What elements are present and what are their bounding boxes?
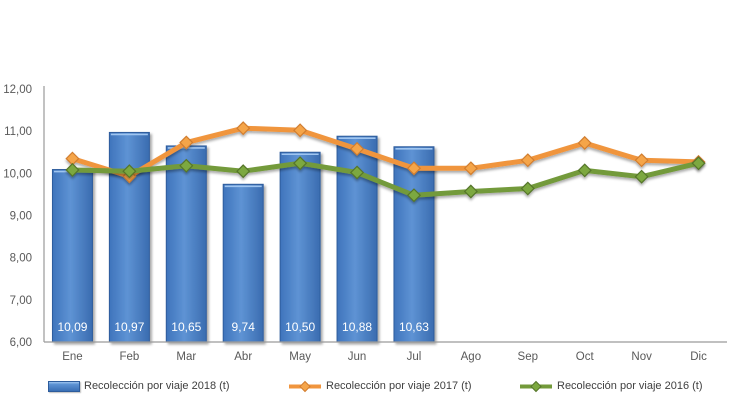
diamond-marker-icon xyxy=(236,121,251,136)
legend-item-2018: Recolección por viaje 2018 (t) xyxy=(48,376,230,396)
legend-label-2016: Recolección por viaje 2016 (t) xyxy=(557,380,703,392)
diamond-marker-icon xyxy=(65,162,80,178)
y-axis-tick-label: 8,00 xyxy=(10,253,32,265)
y-axis-tick-label: 11,00 xyxy=(4,126,32,138)
legend-bar-swatch-icon xyxy=(48,380,80,392)
x-axis-tick-label: Ago xyxy=(461,351,481,363)
legend-label-2017: Recolección por viaje 2017 (t) xyxy=(326,380,472,392)
bar-2018-Ene xyxy=(51,169,93,343)
bar-data-label: 10,65 xyxy=(171,320,201,334)
chart-legend: Recolección por viaje 2018 (t) Recolecci… xyxy=(0,376,736,396)
x-axis-tick-label: Oct xyxy=(576,351,595,363)
combo-chart-plot: 12,00 11,00 10,00 9,00 8,00 7,00 6,00 10,09 10,9… xyxy=(3,84,727,363)
diamond-marker-icon xyxy=(349,165,365,180)
bar-2018-Feb xyxy=(108,131,150,343)
legend-line-diamond-swatch-icon xyxy=(520,380,552,392)
x-axis-tick-label: Dic xyxy=(690,351,707,363)
diamond-marker-icon xyxy=(634,169,649,184)
x-axis-tick-label: Abr xyxy=(234,351,252,363)
bar-data-label: 9,74 xyxy=(232,320,256,334)
bar-2018-May xyxy=(279,151,321,343)
diamond-marker-icon xyxy=(406,188,422,203)
diamond-marker-icon xyxy=(577,163,592,178)
legend-label-2018: Recolección por viaje 2018 (t) xyxy=(84,380,230,392)
bar-data-label: 10,50 xyxy=(285,320,315,334)
bar-2018-Jul xyxy=(393,146,435,343)
x-axis-tick-label: Ene xyxy=(62,351,82,363)
y-axis-tick-label: 6,00 xyxy=(10,337,32,349)
line-path xyxy=(70,125,701,179)
diamond-marker-icon xyxy=(691,156,706,171)
bar-data-label: 10,09 xyxy=(57,320,87,334)
diamond-marker-icon xyxy=(577,135,592,151)
diamond-marker-icon xyxy=(463,161,478,176)
legend-line-diamond-swatch-icon xyxy=(289,380,321,392)
x-axis-tick-label: Jul xyxy=(407,351,422,363)
diamond-marker-icon xyxy=(520,181,535,196)
x-axis-tick-label: May xyxy=(289,351,311,363)
bar-2018-Mar xyxy=(165,145,207,343)
diamond-marker-icon xyxy=(293,156,308,171)
bar-data-label: 10,88 xyxy=(342,320,372,334)
y-axis-tick-label: 10,00 xyxy=(3,168,32,180)
y-axis-tick-label: 7,00 xyxy=(10,295,32,307)
legend-item-2017: Recolección por viaje 2017 (t) xyxy=(288,376,472,396)
diamond-marker-icon xyxy=(293,123,308,138)
x-axis-tick-label: Jun xyxy=(348,351,367,363)
diamond-marker-icon xyxy=(236,164,251,179)
bar-data-label: 10,63 xyxy=(399,320,429,334)
diamond-marker-icon xyxy=(179,158,194,173)
x-axis-tick-label: Nov xyxy=(631,351,652,363)
line-series-2016 xyxy=(65,156,706,203)
diamond-marker-icon xyxy=(349,141,365,156)
diamond-marker-icon xyxy=(406,161,422,176)
x-axis-tick-label: Mar xyxy=(176,351,196,363)
bar-series-2018 xyxy=(51,131,435,343)
x-axis-tick-label: Feb xyxy=(119,351,139,363)
diamond-marker-icon xyxy=(179,135,194,150)
y-axis-tick-label: 9,00 xyxy=(10,211,32,223)
line-series-2017 xyxy=(65,121,706,184)
diamond-marker-icon xyxy=(463,184,478,199)
y-axis-tick-label: 12,00 xyxy=(3,84,32,96)
line-path xyxy=(70,160,701,198)
bar-2018-Abr xyxy=(222,183,264,343)
diamond-marker-icon xyxy=(520,153,535,168)
legend-item-2016: Recolección por viaje 2016 (t) xyxy=(519,376,703,396)
bar-data-label: 10,97 xyxy=(114,320,144,334)
diamond-marker-icon xyxy=(634,153,649,168)
diamond-marker-icon xyxy=(122,164,137,179)
x-axis-tick-label: Sep xyxy=(518,351,538,363)
